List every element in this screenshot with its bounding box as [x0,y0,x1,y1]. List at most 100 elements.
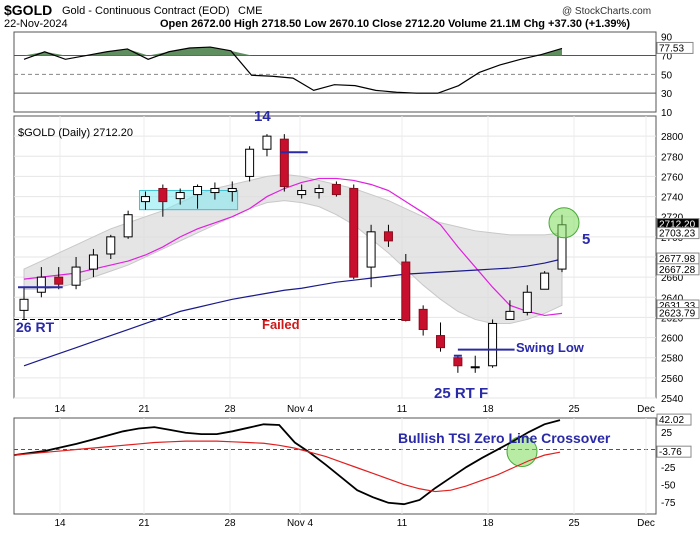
price-tick-label: 2560 [661,374,684,385]
candle-up [210,188,220,194]
rsi-last-label: 77.53 [659,43,684,54]
tsi-last-label: -3.76 [659,447,682,458]
price-value-label: 2703.23 [659,229,696,240]
candle-up [505,310,515,320]
rsi-tick-label: 10 [661,108,673,119]
symbol-label: $GOLD [4,2,52,18]
candle-down [383,231,393,242]
price-layer: 2800278027602740272027002680266026402620… [14,116,700,415]
rsi-tick-label: 50 [661,70,673,81]
candle-up [470,366,480,369]
price-tick-label: 2660 [661,273,684,284]
price-label-box [656,307,700,320]
tsi-x-label: Nov 4 [287,518,314,529]
price-value-label: 2677.98 [659,254,696,265]
tsi-tick-label: -25 [661,463,676,474]
price-x-label: 25 [568,404,580,415]
price-x-label: 14 [54,404,66,415]
price-value-label: 2631.33 [659,301,696,312]
price-value-label: 2623.79 [659,309,696,320]
price-x-label: Nov 4 [287,404,314,415]
price-label-box [656,263,700,276]
candle-up [245,148,255,177]
candle-up [175,192,185,200]
candle-up [314,188,324,194]
rsi-last-box [656,41,694,54]
price-tick-label: 2740 [661,193,684,204]
candle-up [140,196,150,203]
candle-up [106,236,116,255]
candle-up [540,272,550,290]
annotation-5: 5 [582,231,590,248]
price-tick-label: 2540 [661,394,684,405]
rsi-panel [13,31,657,113]
sma-long-line [23,258,563,367]
instrument-name: Gold - Continuous Contract (EOD) [62,5,230,17]
candle-up [227,188,237,193]
candle-up [488,322,498,367]
rsi-tick-label: 90 [661,33,673,44]
tsi-x-label: 28 [224,518,236,529]
price-x-label: Dec [637,404,655,415]
price-tick-label: 2760 [661,172,684,183]
candle-up [262,135,272,150]
rsi-tick-label: 30 [661,89,673,100]
tsi-x-label: 25 [568,518,580,529]
price-panel-title: $GOLD (Daily) 2712.20 [18,127,133,139]
price-x-label: 18 [482,404,494,415]
watermark: @ StockCharts.com [562,6,651,17]
price-tick-label: 2600 [661,334,684,345]
price-tick-label: 2640 [661,293,684,304]
price-label-box [656,227,700,240]
tsi-last-box [656,413,692,426]
tsi-annotation: Bullish TSI Zero Line Crossover [398,430,611,446]
price-value-label: 2712.20 [659,220,696,231]
green-circle-price [548,207,580,239]
candle-up [19,298,29,311]
candle-down [401,261,411,321]
tsi-tick-label: 25 [661,428,673,439]
rsi-tick-label: 70 [661,52,673,63]
tsi-panel [13,417,657,515]
tsi-last-label: 42.02 [659,415,684,426]
candle-down [279,138,289,188]
annotation-14: 14 [254,108,271,125]
price-tick-label: 2780 [661,152,684,163]
tsi-tick-label: -50 [661,481,676,492]
tsi-x-label: 18 [482,518,494,529]
tsi-x-label: Dec [637,518,655,529]
sma-short-line [23,177,563,317]
candle-down [349,188,359,278]
rsi-layer: 90 70 50 30 10 77.53 [14,33,694,119]
price-x-label: 21 [138,404,150,415]
candle-up [297,190,307,196]
ohlc-readout: Open 2672.00 High 2718.50 Low 2670.10 Cl… [160,18,630,30]
candle-down [453,357,463,367]
candle-up [123,214,133,238]
candle-up [193,186,203,196]
annotation-failed: Failed [262,317,300,332]
price-tick-label: 2580 [661,354,684,365]
tsi-x-label: 11 [397,518,408,529]
annotation-26rt: 26 RT [16,319,55,335]
candle-down [331,183,341,196]
consolidation-box [138,190,239,211]
candle-up [88,254,98,270]
candle-down [436,335,446,349]
annotation-25rtf: 25 RT F [434,385,488,402]
tsi-x-label: 21 [138,518,150,529]
tsi-signal-line [13,440,561,493]
candle-down [54,276,64,285]
tsi-line [13,419,561,506]
tsi-x-label: 14 [54,518,66,529]
candle-up [522,291,532,313]
date-label: 22-Nov-2024 [4,18,68,30]
price-x-label: 28 [224,404,236,415]
annotation-swing-low: Swing Low [516,340,585,355]
rsi-line [23,46,563,94]
exchange-label: CME [238,5,262,17]
candle-up [366,231,376,268]
